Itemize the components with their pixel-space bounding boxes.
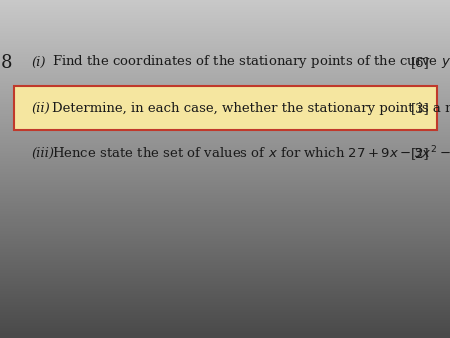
Text: (ii): (ii) bbox=[32, 102, 50, 115]
Text: (i): (i) bbox=[32, 56, 46, 69]
Text: [2]: [2] bbox=[411, 147, 430, 160]
Text: Hence state the set of values of $x$ for which $27 + 9x - 3x^2 - x^3$ is an incr: Hence state the set of values of $x$ for… bbox=[52, 144, 450, 164]
Text: [6]: [6] bbox=[411, 56, 430, 69]
Text: [3]: [3] bbox=[411, 102, 430, 115]
Text: Determine, in each case, whether the stationary point is a maximum or minimum po: Determine, in each case, whether the sta… bbox=[52, 102, 450, 115]
Text: (iii): (iii) bbox=[32, 147, 54, 160]
Text: Find the coordinates of the stationary points of the curve $y = 27 + 9x - 3x^2 -: Find the coordinates of the stationary p… bbox=[52, 53, 450, 72]
FancyBboxPatch shape bbox=[14, 86, 436, 130]
Text: 8: 8 bbox=[1, 53, 13, 72]
